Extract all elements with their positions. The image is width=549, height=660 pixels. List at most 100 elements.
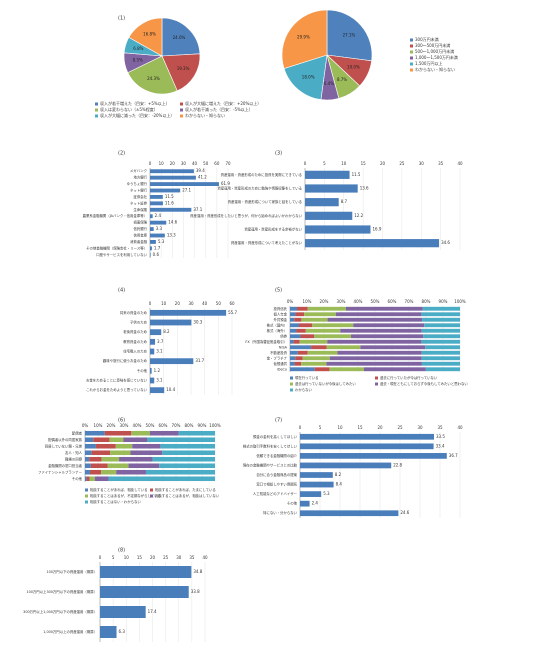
x-tick-label: 50 [216, 301, 222, 306]
category-label: 損害保険 [133, 220, 147, 225]
bar [100, 606, 146, 618]
x-tick-label: 20 [150, 555, 156, 560]
bar-segment [89, 456, 102, 462]
bar [300, 453, 447, 459]
x-tick-label: 40 [202, 555, 208, 560]
bar-segment [296, 328, 306, 333]
category-label: 消費者金融 [130, 239, 148, 244]
category-label: 子供のため [130, 320, 148, 325]
value-label: 8.2 [335, 472, 342, 477]
bar-segment [149, 430, 179, 436]
x-tick-label: 20 [175, 301, 181, 306]
category-label: 同居していない親・兄弟 [45, 443, 83, 448]
slice-label: 8.7% [337, 77, 347, 82]
bar-segment [130, 450, 163, 456]
bar-segment [290, 328, 297, 333]
legend-label: 収入が大幅に増えた（目安：+20%以上） [185, 100, 261, 106]
x-tick-label: 5 [323, 161, 326, 166]
category-label: ファイナンシャルプランナー [38, 469, 83, 474]
bar-segment [89, 476, 95, 482]
value-label: 8.7 [341, 199, 348, 204]
legend-swatch [410, 50, 413, 54]
category-label: 株式（海外） [267, 328, 287, 333]
category-label: ゆうちょ銀行 [127, 181, 148, 186]
category-label: 個人年金 [273, 311, 287, 316]
value-label: 16.9 [372, 227, 381, 232]
bar-segment [345, 306, 423, 311]
bar-segment [89, 469, 102, 475]
value-label: 2.4 [312, 501, 319, 506]
value-label: 34.8 [193, 569, 202, 574]
category-label: 人工知能などのアドバイザー [253, 491, 298, 496]
bar-segment [314, 367, 330, 372]
category-label: 証券会社 [133, 194, 147, 199]
slice-label: 29.9% [297, 35, 310, 40]
value-label: 13.6 [360, 186, 369, 191]
x-tick-label: 20 [170, 161, 176, 166]
x-tick-label: 30 [419, 161, 425, 166]
bar-segment [162, 450, 215, 456]
x-tick-label: 30% [120, 423, 129, 428]
category-label: その他 [137, 368, 148, 373]
legend-label: 500～1,000万円未満 [415, 48, 454, 54]
pie-slice [127, 55, 178, 95]
value-label: 8.2 [163, 329, 170, 334]
legend-swatch [410, 44, 413, 48]
pie-slice [283, 54, 328, 100]
value-label: 8.4 [336, 482, 343, 487]
bar [100, 586, 189, 598]
category-label: 資産運用・資産形成について家族と話をしている [228, 199, 302, 204]
x-tick-label: 10 [161, 301, 167, 306]
bar-segment [116, 469, 146, 475]
value-label: 24.6 [400, 510, 409, 515]
bar [150, 387, 165, 394]
category-label: 自分に合う金融商品の提案 [256, 472, 297, 477]
section-label: (4) [118, 288, 125, 294]
section-label: (7) [275, 418, 282, 424]
bar-segment [299, 323, 313, 328]
bar-segment [85, 476, 87, 482]
bar [300, 491, 322, 497]
value-label: 30.3 [193, 320, 202, 325]
category-label: 老後資金のため [123, 329, 147, 334]
legend-label: わからない [295, 387, 313, 392]
slice-label: 27.1% [343, 33, 356, 38]
bar-segment [337, 350, 422, 355]
bar [150, 309, 227, 316]
x-tick-label: 35 [189, 555, 195, 560]
bar [150, 367, 152, 374]
bar-segment [424, 323, 460, 328]
x-tick-label: 40 [457, 425, 463, 430]
legend-swatch [290, 376, 293, 380]
pie-slice [161, 53, 201, 92]
category-label: 配偶者 [72, 430, 83, 435]
bar-segment [107, 463, 129, 469]
bar-segment [178, 430, 215, 436]
x-tick-label: 100% [209, 423, 221, 428]
bar-segment [290, 350, 298, 355]
x-tick-label: 10% [303, 299, 312, 304]
x-tick-label: 30 [417, 425, 423, 430]
x-tick-label: 10% [94, 423, 103, 428]
x-tick-label: 20 [377, 425, 383, 430]
bar-segment [290, 334, 301, 339]
bar-segment [290, 312, 296, 317]
bar [150, 188, 181, 193]
bar [150, 214, 153, 219]
legend-label: 収入は変わらない（±5%程度） [100, 106, 158, 112]
x-tick-label: 60 [229, 301, 235, 306]
category-label: 300万円以上1,000万円以下の資産運用（概算） [23, 609, 97, 614]
bar [300, 443, 434, 450]
x-tick-label: 40 [192, 161, 198, 166]
legend-label: 相談することはない・わからない [90, 499, 141, 504]
value-label: 2.4 [155, 213, 162, 218]
bar-segment [294, 317, 302, 322]
bar-segment [305, 328, 341, 333]
category-label: 不動産投資 [270, 350, 288, 355]
value-label: 13.3 [167, 233, 176, 238]
bar-segment [290, 339, 294, 344]
value-label: 55.7 [228, 310, 237, 315]
x-tick-label: 10 [159, 161, 165, 166]
bar-segment [425, 345, 460, 350]
bar-segment [85, 463, 91, 469]
